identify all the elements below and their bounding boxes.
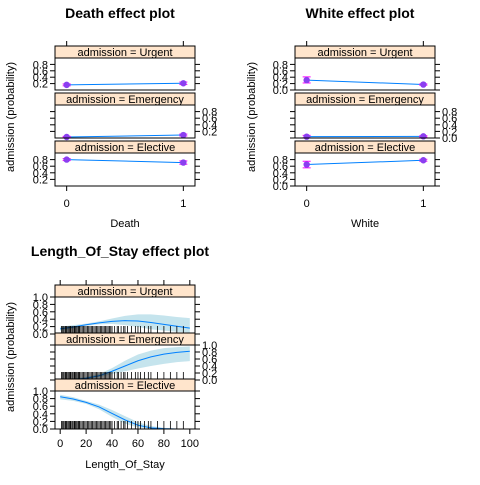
x-tick-label: 1 bbox=[420, 198, 426, 210]
y-tick-label: 0.8 bbox=[33, 59, 48, 71]
data-point bbox=[420, 133, 426, 139]
x-tick-label: 100 bbox=[181, 438, 199, 450]
panel-strip-label: admission = Urgent bbox=[317, 47, 412, 59]
y-tick-label: 1.0 bbox=[33, 386, 48, 398]
x-tick-label: 0 bbox=[64, 198, 70, 210]
x-tick-label: 20 bbox=[80, 438, 92, 450]
fitted-line bbox=[307, 160, 424, 164]
x-tick-label: 0 bbox=[304, 198, 310, 210]
panel-frame bbox=[55, 105, 195, 138]
x-tick-label: 40 bbox=[106, 438, 118, 450]
plot-title: Length_Of_Stay effect plot bbox=[31, 243, 209, 259]
fitted-line bbox=[67, 83, 184, 85]
panel-frame bbox=[295, 153, 435, 186]
effect-plot-3: Length_Of_Stay effect plot admission (pro… bbox=[5, 243, 217, 471]
data-point bbox=[303, 133, 309, 139]
y-tick-label: 0.8 bbox=[273, 59, 288, 71]
data-point bbox=[303, 77, 309, 83]
fitted-line bbox=[67, 135, 184, 137]
x-tick-label: 60 bbox=[132, 438, 144, 450]
y-axis-label: admission (probability) bbox=[246, 62, 258, 172]
data-point bbox=[180, 80, 186, 86]
y-tick-label: 0.8 bbox=[33, 155, 48, 167]
plot-title: Death effect plot bbox=[65, 5, 175, 21]
data-point bbox=[63, 134, 69, 140]
panel-strip-label: admission = Emergency bbox=[306, 94, 424, 106]
panel-frame bbox=[295, 58, 435, 90]
panel-strip-label: admission = Emergency bbox=[66, 334, 184, 346]
x-axis-label: White bbox=[351, 218, 379, 230]
fitted-line bbox=[307, 80, 424, 84]
data-point bbox=[420, 81, 426, 87]
y-tick-label: 0.8 bbox=[442, 107, 457, 119]
data-point bbox=[180, 132, 186, 138]
panel-strip-label: admission = Urgent bbox=[77, 47, 172, 59]
y-axis-label: admission (probability) bbox=[5, 302, 17, 412]
data-point bbox=[420, 157, 426, 163]
x-axis-label: Death bbox=[110, 218, 139, 230]
x-tick-label: 0 bbox=[57, 438, 63, 450]
data-point bbox=[303, 161, 309, 167]
y-tick-label: 0.8 bbox=[273, 155, 288, 167]
x-tick-label: 1 bbox=[180, 198, 186, 210]
y-tick-label: 1.0 bbox=[202, 340, 217, 352]
effect-plot-1: Death effect plot admission (probability)… bbox=[5, 5, 217, 230]
panel-strip-label: admission = Emergency bbox=[66, 94, 184, 106]
data-point bbox=[63, 82, 69, 88]
fitted-line bbox=[67, 160, 184, 163]
x-tick-label: 80 bbox=[158, 438, 170, 450]
panel-frame bbox=[55, 153, 195, 186]
effect-plot-2: White effect plot admission (probability)… bbox=[246, 5, 457, 230]
x-axis-label: Length_Of_Stay bbox=[85, 459, 165, 471]
panel-frame bbox=[295, 105, 435, 138]
y-tick-label: 1.0 bbox=[33, 292, 48, 304]
panel-strip-label: admission = Elective bbox=[75, 142, 176, 154]
y-tick-label: 0.8 bbox=[202, 107, 217, 119]
data-point bbox=[63, 156, 69, 162]
plot-title: White effect plot bbox=[306, 5, 415, 21]
panel-strip-label: admission = Elective bbox=[75, 380, 176, 392]
panel-strip-label: admission = Urgent bbox=[77, 286, 172, 298]
y-axis-label: admission (probability) bbox=[5, 62, 17, 172]
panel-strip-label: admission = Elective bbox=[315, 142, 416, 154]
data-point bbox=[180, 159, 186, 165]
